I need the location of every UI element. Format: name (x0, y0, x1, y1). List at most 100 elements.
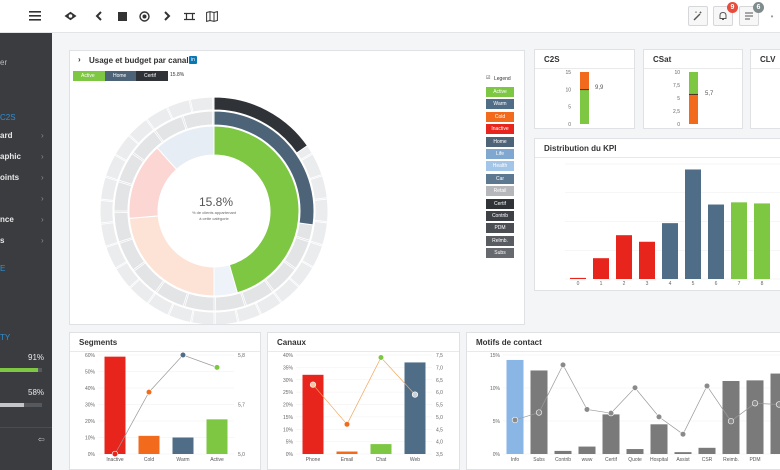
trend-point[interactable] (583, 406, 591, 413)
trend-point[interactable] (343, 421, 351, 428)
trend-point[interactable] (411, 391, 419, 398)
kpi-bar[interactable] (685, 169, 701, 279)
bar[interactable] (404, 362, 426, 454)
trend-point[interactable] (775, 401, 780, 408)
legend-item-contrib[interactable]: Contrib (486, 211, 514, 221)
stop-icon[interactable] (114, 8, 130, 24)
breadcrumb-certif[interactable]: Certif (136, 71, 168, 81)
bar[interactable] (674, 452, 692, 454)
sidebar-item-touchpoints[interactable]: oints (0, 173, 20, 182)
kpi-bar[interactable] (593, 258, 609, 279)
legend-item-certif[interactable]: Certif (486, 198, 514, 209)
breadcrumb-home[interactable]: Home (105, 71, 141, 81)
kpi-bar[interactable] (570, 277, 586, 279)
legend-item-car[interactable]: Car (486, 173, 514, 184)
chevron-right-icon: › (41, 236, 44, 245)
bar[interactable] (302, 374, 324, 454)
canaux-bar-chart[interactable]: 40% 35% 30% 25% 20% 15% 10% 5% 0% 7,5 7,0 6,5 6,0 5,5… (268, 333, 460, 470)
bar[interactable] (138, 435, 160, 454)
kpi-bar[interactable] (708, 204, 724, 279)
trend-point[interactable] (559, 361, 567, 369)
logout-icon[interactable]: ⇦ (38, 435, 45, 444)
sunburst-segment-home[interactable] (213, 110, 315, 226)
motifs-bar-chart[interactable]: 15% 10% 5% 0% Info Subs Contrib www Certif Quote H… (467, 333, 780, 470)
map-icon[interactable] (204, 8, 220, 24)
sunburst-segment-certif[interactable] (213, 96, 309, 154)
step-forward-icon[interactable] (159, 8, 175, 24)
linkedin-icon[interactable]: in (189, 56, 197, 64)
bar[interactable] (770, 373, 780, 454)
legend-item-retail[interactable]: Retail (486, 186, 514, 197)
legend-item-active[interactable]: Active (486, 87, 514, 97)
bar[interactable] (506, 359, 524, 454)
trend-point[interactable] (655, 413, 663, 420)
trend-point[interactable] (607, 410, 615, 417)
trend-point[interactable] (213, 364, 221, 371)
notifications-button[interactable]: 9 (713, 2, 738, 26)
hamburger-menu-icon[interactable] (27, 8, 43, 24)
sidebar-item-performance[interactable]: nce (0, 215, 14, 224)
bar[interactable] (206, 419, 228, 454)
breadcrumb-value: 15.8% (170, 72, 185, 78)
trend-point[interactable] (679, 431, 687, 438)
step-back-icon[interactable] (91, 8, 107, 24)
bar[interactable] (554, 450, 572, 454)
legend-item-health[interactable]: Health (486, 161, 514, 172)
trend-point[interactable] (145, 389, 153, 396)
legend-item-pdm[interactable]: PDM (486, 223, 514, 234)
legend-item-subs[interactable]: Subs (486, 248, 514, 259)
trend-point[interactable] (727, 418, 735, 425)
x-axis-label: Certif (605, 457, 618, 463)
legend-item-cold[interactable]: Cold (486, 111, 514, 122)
trend-point[interactable] (703, 382, 711, 390)
record-icon[interactable] (136, 8, 152, 24)
bar[interactable] (336, 451, 358, 454)
trend-point[interactable] (179, 351, 187, 359)
magic-wand-button[interactable] (688, 6, 708, 26)
trend-point[interactable] (111, 450, 119, 458)
chevron-right-icon[interactable]: › (78, 55, 81, 64)
sidebar-item-dashboard[interactable]: ard (0, 131, 13, 140)
legend-item-relmb[interactable]: Relmb. (486, 235, 514, 246)
sunburst-segment-active[interactable] (213, 125, 300, 294)
crop-icon[interactable] (181, 8, 197, 24)
bar[interactable] (172, 437, 194, 455)
trend-point[interactable] (631, 384, 639, 391)
kpi-bar[interactable] (731, 202, 747, 279)
bar[interactable] (578, 446, 596, 454)
kpi-bar[interactable] (639, 241, 655, 279)
legend-item-life[interactable]: Life (486, 149, 514, 159)
sunburst-chart[interactable] (70, 51, 525, 325)
legend-checkbox-icon[interactable]: ☑ (486, 75, 491, 81)
trend-point[interactable] (511, 416, 519, 424)
eye-icon[interactable] (62, 8, 78, 24)
bar[interactable] (104, 356, 126, 454)
bar[interactable] (602, 414, 620, 454)
trend-point[interactable] (377, 354, 385, 361)
y-axis-label: 5% (286, 440, 294, 446)
legend-item-inactive[interactable]: Inactive (486, 124, 514, 135)
bar[interactable] (650, 424, 668, 454)
kpi-bar-chart[interactable]: 0 1 2 3 4 5 6 7 8 (535, 139, 780, 291)
sidebar-item-demographic[interactable]: aphic (0, 152, 21, 161)
x-axis-label: Reimb. (723, 457, 739, 463)
legend-item-home[interactable]: Home (486, 136, 514, 147)
sidebar-item-s[interactable]: s (0, 236, 5, 245)
bar[interactable] (722, 380, 740, 454)
bar[interactable] (698, 447, 716, 454)
more-dot-icon[interactable]: • (770, 11, 774, 21)
breadcrumb-active[interactable]: Active (73, 71, 109, 81)
bar[interactable] (746, 380, 764, 454)
kpi-bar[interactable] (616, 235, 632, 279)
tasks-button[interactable]: 6 (739, 2, 764, 26)
trend-point[interactable] (751, 400, 759, 407)
kpi-bar[interactable] (662, 223, 678, 279)
segments-bar-chart[interactable]: 60% 50% 40% 30% 20% 10% 0% 5,8 5,7 5,0 Inactive Col… (70, 333, 261, 470)
chevron-right-icon: › (41, 152, 44, 161)
legend-item-warm[interactable]: Warm (486, 99, 514, 110)
bar[interactable] (370, 444, 392, 454)
kpi-bar[interactable] (754, 203, 770, 279)
trend-point[interactable] (535, 409, 543, 416)
trend-point[interactable] (309, 381, 317, 388)
bar[interactable] (626, 449, 644, 454)
